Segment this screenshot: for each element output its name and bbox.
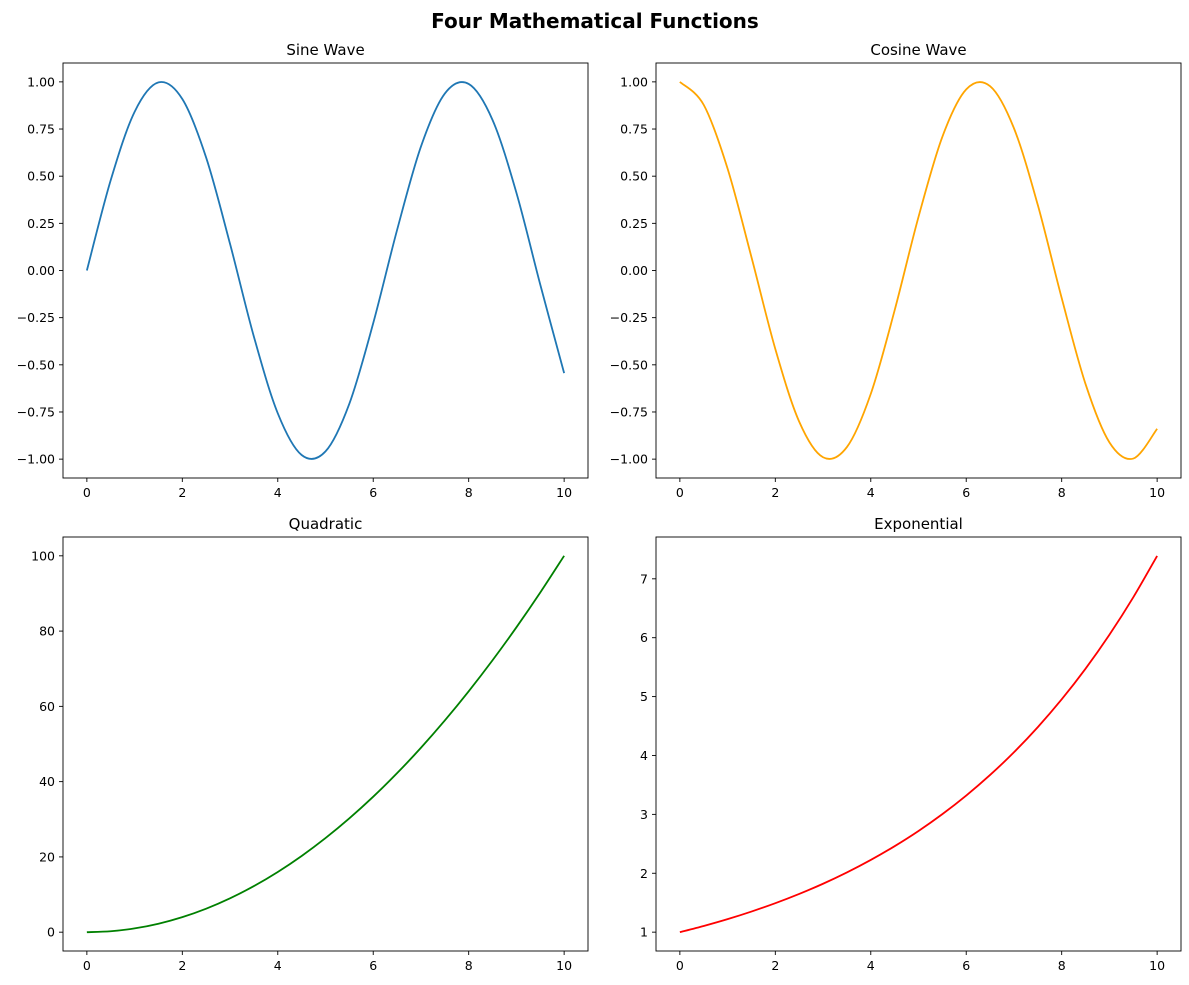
y-tick-label: 0.00	[27, 263, 55, 278]
series-line	[85, 81, 566, 460]
x-tick-label: 2	[178, 485, 186, 500]
y-tick-label: 100	[31, 548, 55, 563]
y-tick-label: 1.00	[27, 74, 55, 89]
x-tick-label: 6	[962, 958, 970, 973]
series-line	[86, 555, 565, 934]
y-tick-label: 2	[640, 866, 648, 881]
subplot-title: Sine Wave	[286, 41, 364, 59]
y-tick-label: 0.25	[620, 216, 648, 231]
series-line	[679, 81, 1158, 460]
y-tick-label: −1.00	[610, 452, 648, 467]
x-tick-label: 2	[178, 958, 186, 973]
x-tick-label: 4	[274, 958, 282, 973]
axes-frame	[655, 536, 1182, 952]
x-tick-label: 2	[771, 958, 779, 973]
x-tick-label: 4	[867, 958, 875, 973]
y-tick-label: −0.75	[17, 404, 55, 419]
y-tick-label: −0.75	[610, 404, 648, 419]
y-tick-label: 1	[640, 925, 648, 940]
x-tick-label: 8	[1058, 958, 1066, 973]
y-tick-label: 80	[39, 624, 55, 639]
y-tick-label: 0.00	[620, 263, 648, 278]
x-tick-label: 0	[83, 485, 91, 500]
x-tick-label: 8	[1058, 485, 1066, 500]
y-tick-label: 0.75	[620, 122, 648, 137]
x-tick-label: 6	[369, 485, 377, 500]
subplot-title: Cosine Wave	[870, 41, 966, 59]
y-tick-label: 1.00	[620, 74, 648, 89]
x-tick-label: 10	[556, 485, 572, 500]
axes-frame	[62, 536, 589, 952]
y-tick-label: −0.25	[17, 310, 55, 325]
x-tick-label: 8	[465, 485, 473, 500]
y-tick-label: −0.50	[610, 357, 648, 372]
y-tick-label: 0.50	[27, 169, 55, 184]
x-tick-label: 4	[867, 485, 875, 500]
y-tick-label: 7	[640, 571, 648, 586]
x-tick-label: 10	[556, 958, 572, 973]
y-tick-label: 0	[47, 925, 55, 940]
series-line	[679, 555, 1158, 934]
x-tick-label: 0	[676, 485, 684, 500]
y-tick-label: −1.00	[17, 452, 55, 467]
y-tick-label: 5	[640, 689, 648, 704]
x-tick-label: 10	[1149, 958, 1165, 973]
y-tick-label: 60	[39, 699, 55, 714]
y-tick-label: 0.75	[27, 122, 55, 137]
x-tick-label: 2	[771, 485, 779, 500]
subplot-title: Exponential	[874, 515, 963, 533]
y-tick-label: 0.50	[620, 169, 648, 184]
x-tick-label: 10	[1149, 485, 1165, 500]
y-tick-label: 4	[640, 748, 648, 763]
y-tick-label: 3	[640, 807, 648, 822]
y-tick-label: 6	[640, 630, 648, 645]
axes-frame	[62, 62, 589, 479]
subplot-cosine-wave: Cosine Wave 0 2 4 6 8 10 −1.00 −0.75 −0.50 −0.25 0.…	[610, 41, 1182, 500]
y-tick-label: 0.25	[27, 216, 55, 231]
subplot-title: Quadratic	[289, 515, 363, 533]
x-tick-label: 8	[465, 958, 473, 973]
y-tick-label: −0.50	[17, 357, 55, 372]
subplot-sine-wave: Sine Wave 0 2 4 6 8 10 −1.00 −0.75 −0.50 −0.25 0.00…	[17, 41, 589, 500]
y-tick-label: 20	[39, 849, 55, 864]
figure-title: Four Mathematical Functions	[431, 9, 759, 33]
y-tick-label: −0.25	[610, 310, 648, 325]
y-tick-label: 40	[39, 774, 55, 789]
x-tick-label: 4	[274, 485, 282, 500]
x-tick-label: 0	[83, 958, 91, 973]
x-tick-label: 6	[369, 958, 377, 973]
x-tick-label: 6	[962, 485, 970, 500]
axes-frame	[655, 62, 1182, 479]
x-tick-label: 0	[676, 958, 684, 973]
